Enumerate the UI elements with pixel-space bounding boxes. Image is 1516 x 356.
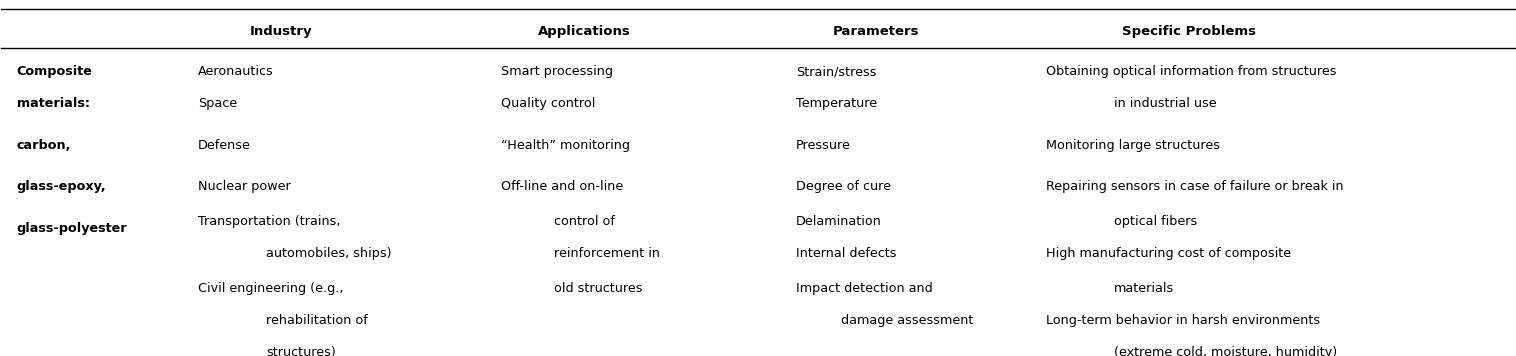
Text: old structures: old structures [553,282,643,295]
Text: Pressure: Pressure [796,138,850,152]
Text: rehabilitation of: rehabilitation of [267,314,368,327]
Text: Internal defects: Internal defects [796,247,896,260]
Text: Impact detection and: Impact detection and [796,282,932,295]
Text: structures): structures) [267,346,337,356]
Text: Space: Space [199,97,236,110]
Text: Repairing sensors in case of failure or break in: Repairing sensors in case of failure or … [1046,180,1343,193]
Text: Specific Problems: Specific Problems [1122,25,1257,38]
Text: (extreme cold, moisture, humidity): (extreme cold, moisture, humidity) [1114,346,1337,356]
Text: control of: control of [553,215,614,228]
Text: High manufacturing cost of composite: High manufacturing cost of composite [1046,247,1290,260]
Text: Quality control: Quality control [500,97,596,110]
Text: damage assessment: damage assessment [841,314,973,327]
Text: Nuclear power: Nuclear power [199,180,291,193]
Text: Smart processing: Smart processing [500,65,612,78]
Text: Delamination: Delamination [796,215,882,228]
Text: Obtaining optical information from structures: Obtaining optical information from struc… [1046,65,1336,78]
Text: Defense: Defense [199,138,252,152]
Text: glass-polyester: glass-polyester [17,221,127,235]
Text: Monitoring large structures: Monitoring large structures [1046,138,1219,152]
Text: materials: materials [1114,282,1173,295]
Text: Aeronautics: Aeronautics [199,65,274,78]
Text: carbon,: carbon, [17,138,71,152]
Text: “Health” monitoring: “Health” monitoring [500,138,629,152]
Text: Transportation (trains,: Transportation (trains, [199,215,341,228]
Text: glass-epoxy,: glass-epoxy, [17,180,106,193]
Text: automobiles, ships): automobiles, ships) [267,247,391,260]
Text: Civil engineering (e.g.,: Civil engineering (e.g., [199,282,344,295]
Text: Off-line and on-line: Off-line and on-line [500,180,623,193]
Text: reinforcement in: reinforcement in [553,247,659,260]
Text: Long-term behavior in harsh environments: Long-term behavior in harsh environments [1046,314,1319,327]
Text: Industry: Industry [250,25,312,38]
Text: materials:: materials: [17,97,89,110]
Text: Strain/stress: Strain/stress [796,65,876,78]
Text: Parameters: Parameters [832,25,919,38]
Text: Degree of cure: Degree of cure [796,180,891,193]
Text: Composite: Composite [17,65,92,78]
Text: in industrial use: in industrial use [1114,97,1216,110]
Text: Temperature: Temperature [796,97,876,110]
Text: optical fibers: optical fibers [1114,215,1196,228]
Text: Applications: Applications [538,25,631,38]
